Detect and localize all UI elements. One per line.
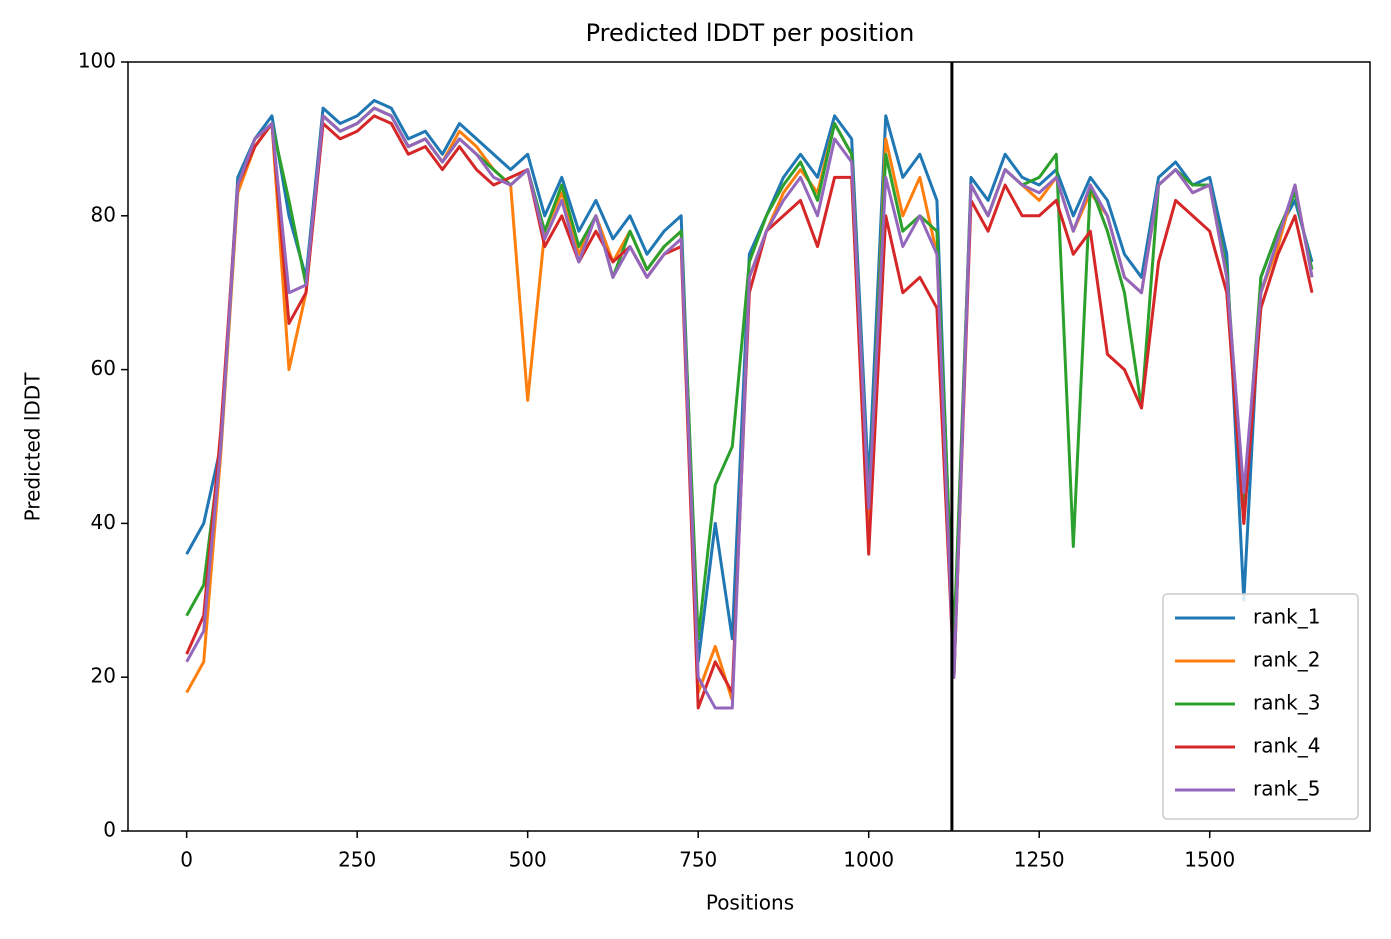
y-tick-label: 60 (91, 356, 116, 380)
y-tick-label: 80 (91, 202, 116, 226)
legend-label: rank_1 (1253, 605, 1320, 629)
y-tick-label: 0 (103, 818, 116, 842)
series-line (185, 98, 1314, 664)
legend-label: rank_5 (1253, 777, 1320, 801)
series-line (185, 114, 1314, 710)
legend-label: rank_3 (1253, 691, 1320, 715)
y-tick-label: 100 (78, 49, 116, 73)
x-axis-label: Positions (706, 891, 794, 915)
x-tick-label: 1250 (1014, 848, 1065, 872)
x-tick-label: 750 (679, 848, 717, 872)
plot-frame (127, 61, 1371, 832)
y-tick-label: 20 (91, 664, 116, 688)
y-axis-label: Predicted lDDT (21, 372, 45, 522)
legend-box (1162, 593, 1359, 820)
x-tick-label: 0 (180, 848, 193, 872)
legend-label: rank_4 (1253, 734, 1320, 758)
y-tick-label: 40 (91, 510, 116, 534)
series-line (185, 106, 1314, 641)
x-tick-label: 500 (509, 848, 547, 872)
x-tick-label: 1500 (1184, 848, 1235, 872)
legend-label: rank_2 (1253, 648, 1320, 672)
x-tick-label: 1000 (843, 848, 894, 872)
series-line (185, 106, 1314, 710)
chart-title: Predicted lDDT per position (586, 19, 915, 47)
x-tick-label: 250 (338, 848, 376, 872)
